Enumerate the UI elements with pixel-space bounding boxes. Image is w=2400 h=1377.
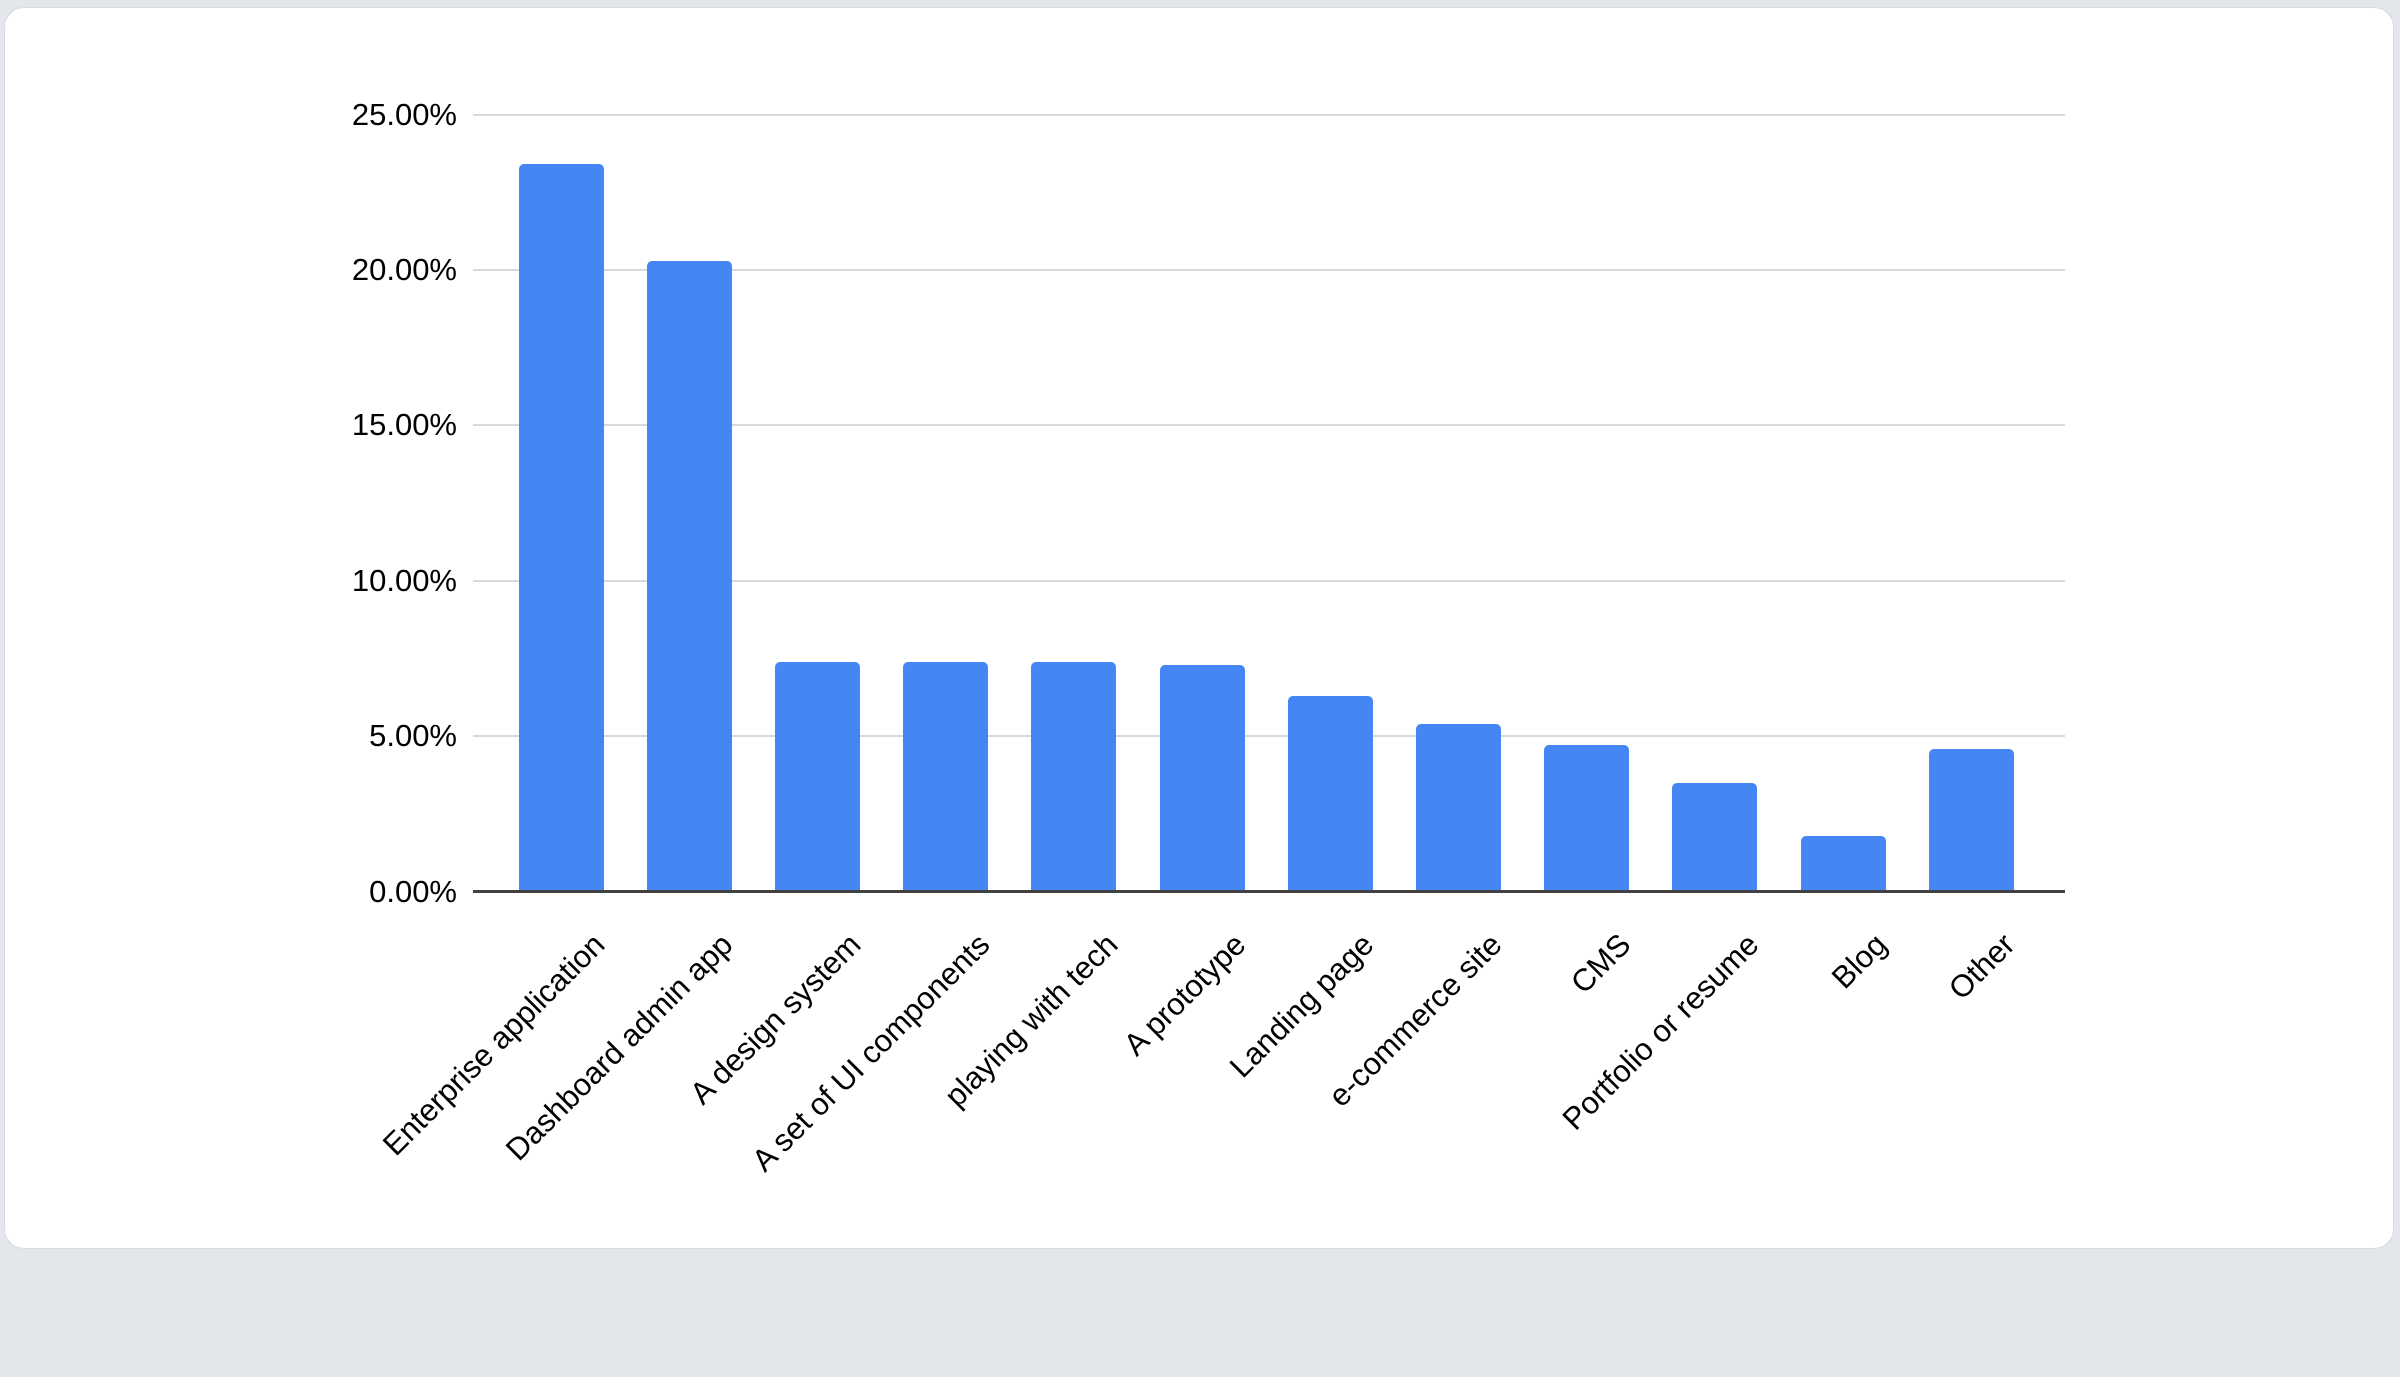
chart-card: 0.00% 5.00% 10.00% 15.00% 20.00% 25.00% Enterp… <box>4 7 2394 1249</box>
bar[interactable] <box>1287 695 1373 892</box>
y-gridline <box>473 424 2065 427</box>
y-axis-tick-label: 25.00% <box>351 96 457 132</box>
bar-chart: 0.00% 5.00% 10.00% 15.00% 20.00% 25.00% Enterp… <box>5 8 2393 1248</box>
bar[interactable] <box>1928 748 2014 892</box>
y-gridline <box>473 735 2065 738</box>
x-axis-category-label: A prototype <box>1116 926 1253 1063</box>
x-axis-category-label: A design system <box>683 926 868 1112</box>
x-axis-category-label: e-commerce site <box>1322 926 1509 1114</box>
x-axis-line <box>473 890 2065 893</box>
x-axis-category-label: Other <box>1942 926 2022 1007</box>
bar[interactable] <box>518 164 604 892</box>
bar[interactable] <box>646 260 732 892</box>
y-axis-tick-label: 0.00% <box>369 873 457 909</box>
y-axis-tick-label: 5.00% <box>369 718 457 754</box>
y-gridline <box>473 113 2065 116</box>
bar[interactable] <box>1159 664 1245 892</box>
bar[interactable] <box>903 661 989 892</box>
bar[interactable] <box>1800 835 1886 892</box>
y-axis-tick-label: 10.00% <box>351 562 457 598</box>
x-axis-category-label: CMS <box>1563 926 1638 1001</box>
bar[interactable] <box>1544 745 1630 892</box>
bar[interactable] <box>1415 723 1501 892</box>
x-axis-category-label: A set of UI components <box>744 926 997 1179</box>
y-axis-tick-label: 15.00% <box>351 407 457 443</box>
bar[interactable] <box>1672 782 1758 892</box>
y-axis-tick-label: 20.00% <box>351 251 457 287</box>
x-axis-category-label: Landing page <box>1223 926 1381 1085</box>
y-gridline <box>473 579 2065 582</box>
x-axis-category-label: Portfolio or resume <box>1555 926 1766 1137</box>
x-axis-category-label: Enterprise application <box>375 926 612 1163</box>
x-axis-category-label: Dashboard admin app <box>499 926 740 1168</box>
page: 0.00% 5.00% 10.00% 15.00% 20.00% 25.00% Enterp… <box>4 7 2394 1249</box>
x-axis-category-label: playing with tech <box>937 926 1125 1114</box>
bar[interactable] <box>1031 661 1117 892</box>
y-gridline <box>473 268 2065 271</box>
bar[interactable] <box>774 661 860 892</box>
x-axis-category-label: Blog <box>1824 926 1894 996</box>
